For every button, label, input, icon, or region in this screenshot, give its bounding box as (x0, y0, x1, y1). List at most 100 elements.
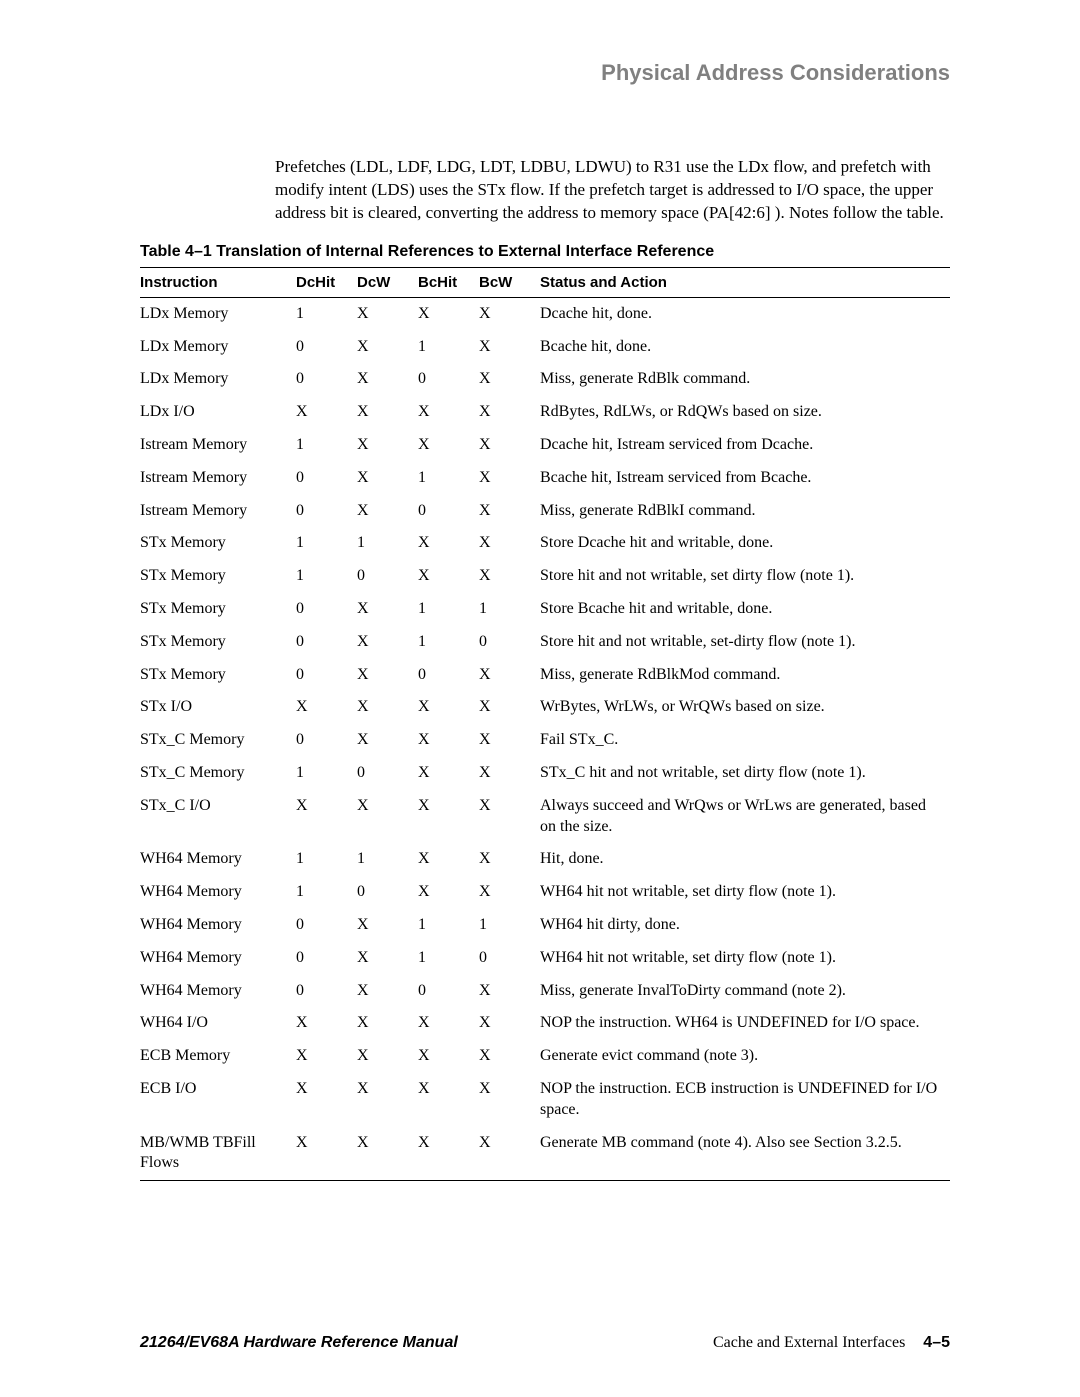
table-cell: Miss, generate InvalToDirty command (not… (540, 975, 950, 1008)
table-cell: X (418, 429, 479, 462)
footer-chapter: Cache and External Interfaces 4–5 (713, 1334, 950, 1352)
col-bcw: BcW (479, 267, 540, 297)
table-cell: 1 (418, 331, 479, 364)
table-cell: Istream Memory (140, 429, 296, 462)
table-cell: 0 (296, 909, 357, 942)
table-cell: X (418, 691, 479, 724)
table-cell: X (418, 396, 479, 429)
table-row: Istream Memory0X0XMiss, generate RdBlkI … (140, 495, 950, 528)
table-cell: X (418, 1040, 479, 1073)
table-cell: 0 (296, 724, 357, 757)
table-row: STx Memory0X11Store Bcache hit and writa… (140, 593, 950, 626)
intro-paragraph: Prefetches (LDL, LDF, LDG, LDT, LDBU, LD… (275, 156, 950, 225)
table-cell: X (479, 462, 540, 495)
table-cell: STx Memory (140, 626, 296, 659)
col-instruction: Instruction (140, 267, 296, 297)
table-cell: X (357, 975, 418, 1008)
table-row: WH64 Memory0X11WH64 hit dirty, done. (140, 909, 950, 942)
table-cell: Store hit and not writable, set-dirty fl… (540, 626, 950, 659)
table-cell: X (296, 1007, 357, 1040)
table-cell: X (479, 363, 540, 396)
page-footer: 21264/EV68A Hardware Reference Manual Ca… (140, 1334, 950, 1352)
table-row: STx_C Memory10XXSTx_C hit and not writab… (140, 757, 950, 790)
table-cell: ECB Memory (140, 1040, 296, 1073)
table-cell: Bcache hit, Istream serviced from Bcache… (540, 462, 950, 495)
table-cell: NOP the instruction. ECB instruction is … (540, 1073, 950, 1127)
col-status: Status and Action (540, 267, 950, 297)
table-cell: 1 (296, 843, 357, 876)
table-cell: LDx Memory (140, 297, 296, 330)
table-cell: WH64 Memory (140, 843, 296, 876)
table-cell: X (296, 1073, 357, 1127)
table-cell: X (357, 1127, 418, 1181)
table-cell: Generate MB command (note 4). Also see S… (540, 1127, 950, 1181)
table-cell: STx Memory (140, 527, 296, 560)
table-cell: X (357, 1007, 418, 1040)
footer-chapter-text: Cache and External Interfaces (713, 1334, 905, 1351)
table-cell: WH64 Memory (140, 909, 296, 942)
table-cell: 1 (357, 527, 418, 560)
table-cell: X (418, 527, 479, 560)
table-cell: WH64 hit not writable, set dirty flow (n… (540, 942, 950, 975)
table-row: LDx I/OXXXXRdBytes, RdLWs, or RdQWs base… (140, 396, 950, 429)
col-bchit: BcHit (418, 267, 479, 297)
table-cell: WrBytes, WrLWs, or WrQWs based on size. (540, 691, 950, 724)
table-cell: Bcache hit, done. (540, 331, 950, 364)
table-cell: 0 (357, 757, 418, 790)
table-cell: STx I/O (140, 691, 296, 724)
table-cell: X (357, 724, 418, 757)
table-cell: X (418, 1127, 479, 1181)
table-row: LDx Memory1XXXDcache hit, done. (140, 297, 950, 330)
table-cell: 0 (479, 942, 540, 975)
table-cell: X (479, 876, 540, 909)
footer-manual-title: 21264/EV68A Hardware Reference Manual (140, 1334, 458, 1352)
table-cell: X (479, 843, 540, 876)
table-cell: STx_C I/O (140, 790, 296, 844)
table-cell: 1 (418, 593, 479, 626)
table-cell: X (296, 691, 357, 724)
table-cell: X (479, 297, 540, 330)
table-cell: 0 (479, 626, 540, 659)
table-cell: STx_C hit and not writable, set dirty fl… (540, 757, 950, 790)
table-cell: X (357, 495, 418, 528)
table-cell: 1 (479, 909, 540, 942)
table-cell: X (479, 757, 540, 790)
table-caption: Table 4–1 Translation of Internal Refere… (140, 243, 950, 261)
table-cell: X (418, 1073, 479, 1127)
table-cell: Store Bcache hit and writable, done. (540, 593, 950, 626)
table-cell: X (479, 659, 540, 692)
table-header-row: Instruction DcHit DcW BcHit BcW Status a… (140, 267, 950, 297)
col-dcw: DcW (357, 267, 418, 297)
table-cell: X (479, 691, 540, 724)
table-cell: X (357, 297, 418, 330)
table-cell: 1 (479, 593, 540, 626)
table-cell: 0 (418, 363, 479, 396)
footer-page-number: 4–5 (923, 1334, 950, 1351)
table-cell: X (357, 331, 418, 364)
table-cell: X (357, 1073, 418, 1127)
table-cell: Fail STx_C. (540, 724, 950, 757)
table-cell: 0 (418, 659, 479, 692)
table-cell: 0 (357, 876, 418, 909)
table-cell: 0 (296, 626, 357, 659)
table-cell: X (418, 757, 479, 790)
table-cell: Istream Memory (140, 462, 296, 495)
table-cell: X (479, 790, 540, 844)
table-cell: X (357, 626, 418, 659)
table-cell: Istream Memory (140, 495, 296, 528)
table-row: LDx Memory0X1XBcache hit, done. (140, 331, 950, 364)
table-row: Istream Memory0X1XBcache hit, Istream se… (140, 462, 950, 495)
table-cell: X (357, 462, 418, 495)
table-cell: NOP the instruction. WH64 is UNDEFINED f… (540, 1007, 950, 1040)
table-cell: 0 (296, 331, 357, 364)
table-row: ECB MemoryXXXXGenerate evict command (no… (140, 1040, 950, 1073)
table-cell: X (296, 1127, 357, 1181)
table-cell: X (418, 297, 479, 330)
table-cell: Store hit and not writable, set dirty fl… (540, 560, 950, 593)
table-cell: X (296, 396, 357, 429)
table-cell: X (296, 1040, 357, 1073)
table-row: MB/WMB TBFill FlowsXXXXGenerate MB comma… (140, 1127, 950, 1181)
table-cell: X (357, 790, 418, 844)
table-cell: WH64 Memory (140, 942, 296, 975)
table-row: ECB I/OXXXXNOP the instruction. ECB inst… (140, 1073, 950, 1127)
